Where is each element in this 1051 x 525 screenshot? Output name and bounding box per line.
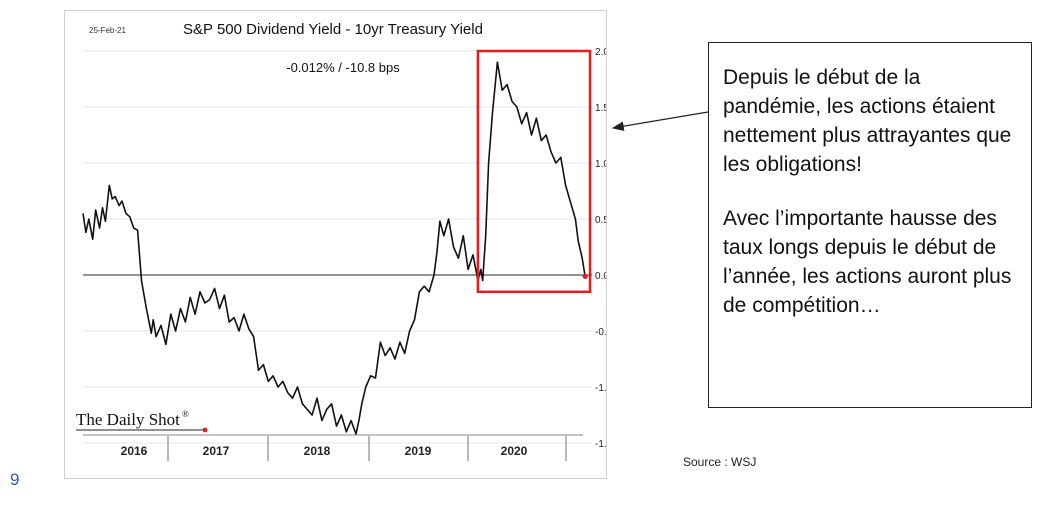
grid — [83, 50, 592, 444]
page-number: 9 — [10, 470, 20, 489]
series-line — [82, 61, 586, 435]
chart-title: S&P 500 Dividend Yield - 10yr Treasury Y… — [183, 21, 483, 38]
callout-paragraph-1: Depuis le début de la pandémie, les acti… — [723, 66, 1012, 176]
callout-arrow — [611, 111, 709, 131]
trademark-mark: ® — [182, 409, 189, 419]
x-tick-label: 2019 — [405, 444, 432, 458]
y-tick-label: 2.000 — [595, 47, 606, 58]
series-layer — [82, 49, 592, 435]
chart-annotation: -0.012% / -10.8 bps — [286, 60, 400, 75]
y-tick-label: 1.500 — [595, 103, 606, 114]
x-tick-label: 2018 — [304, 444, 331, 458]
chart-date-label: 25-Feb-21 — [89, 26, 126, 35]
callout-paragraph-2: Avec l’importante hausse des taux longs … — [723, 207, 1012, 317]
source-note: Source : WSJ — [683, 455, 757, 469]
chart-frame: 25-Feb-21 S&P 500 Dividend Yield - 10yr … — [64, 10, 607, 479]
y-tick-label: -1.000 — [595, 383, 606, 394]
x-axis: 2016 2017 2018 2019 2020 — [83, 434, 583, 461]
y-tick-label: -1.500 — [595, 439, 606, 450]
y-tick-label: 1.000 — [595, 159, 606, 170]
y-axis: 2.000 1.500 1.000 0.500 0.000 -0.500 -1.000 -1.… — [595, 47, 606, 450]
x-tick-label: 2017 — [203, 444, 230, 458]
x-tick-label: 2020 — [501, 444, 528, 458]
callout-box: Depuis le début de la pandémie, les acti… — [708, 42, 1032, 408]
branding-logo: The Daily Shot ® — [76, 409, 208, 433]
branding-text: The Daily Shot — [76, 410, 180, 429]
y-tick-label: -0.500 — [595, 327, 606, 338]
y-tick-label: 0.500 — [595, 215, 606, 226]
highlight-box — [476, 49, 592, 294]
y-tick-label: 0.000 — [595, 271, 606, 282]
x-tick-label: 2016 — [121, 444, 148, 458]
chart-svg: 25-Feb-21 S&P 500 Dividend Yield - 10yr … — [76, 21, 606, 461]
branding-dot — [202, 427, 208, 433]
last-point-marker — [582, 273, 588, 279]
